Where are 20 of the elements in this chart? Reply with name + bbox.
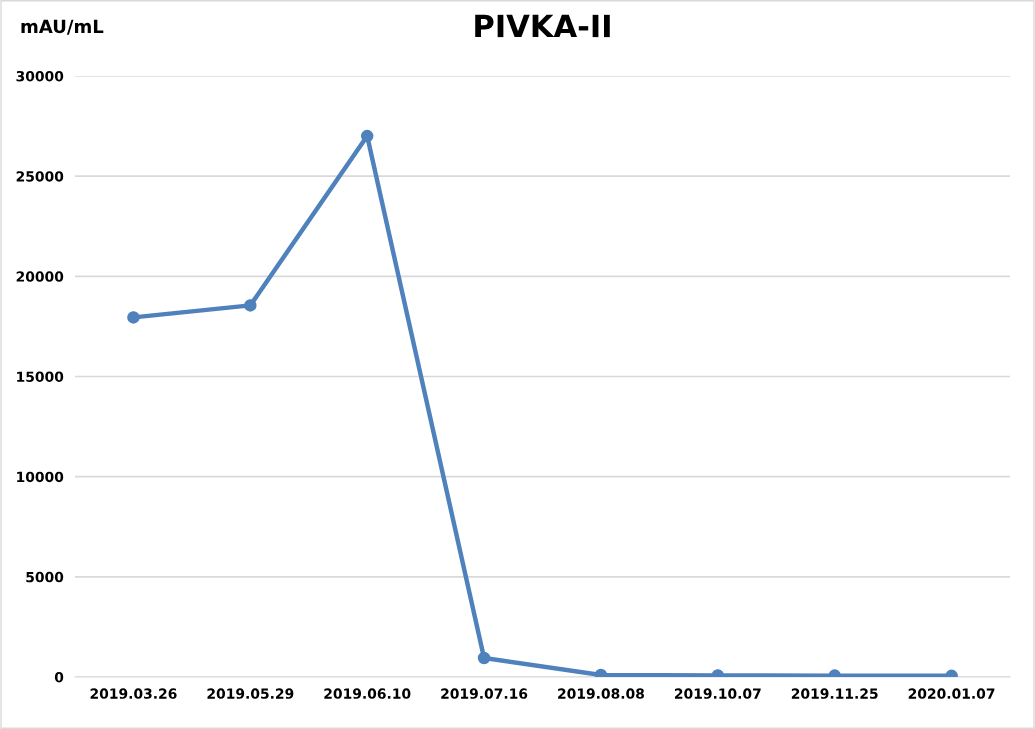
y-tick-label: 10000 (17, 471, 64, 483)
x-tick-label: 2019.03.26 (90, 688, 177, 699)
point (360, 129, 374, 143)
y-axis-title: mAU/mL (21, 19, 104, 35)
point (244, 299, 257, 312)
chart-title: PIVKA-II (475, 14, 610, 38)
y-tick-label: 0 (54, 671, 64, 683)
x-tick-label: 2019.05.29 (207, 688, 294, 699)
y-tick-label: 30000 (16, 70, 64, 82)
y-tick-label: 20000 (16, 271, 64, 282)
y-tick-label: 25000 (16, 171, 64, 182)
x-tick-label: 2019.08.08 (558, 688, 645, 699)
x-tick-label: 2019.07.16 (441, 688, 528, 699)
x-tick-label: 2019.11.25 (791, 688, 878, 699)
y-tick-label: 5000 (26, 571, 64, 583)
x-tick-label: 2020.01.07 (908, 688, 995, 699)
y-tick-label: 15000 (17, 371, 64, 382)
x-tick-label: 2019.10.07 (674, 688, 761, 699)
x-tick-label: 2019.06.10 (324, 688, 411, 699)
point (127, 311, 140, 324)
